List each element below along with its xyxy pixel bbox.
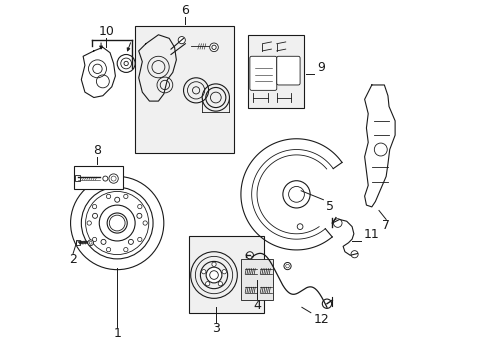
Circle shape	[209, 43, 218, 51]
Bar	[135, 26, 233, 153]
Circle shape	[205, 282, 209, 286]
Circle shape	[115, 197, 120, 202]
Text: 12: 12	[313, 312, 329, 326]
Circle shape	[350, 251, 357, 258]
Circle shape	[246, 252, 253, 259]
Bar	[241, 259, 273, 300]
Bar	[76, 240, 80, 245]
Circle shape	[117, 54, 135, 72]
Bar	[188, 235, 264, 313]
Circle shape	[322, 299, 331, 309]
Bar	[74, 166, 122, 189]
Circle shape	[92, 213, 97, 219]
Text: 8: 8	[93, 144, 102, 157]
Circle shape	[142, 221, 147, 225]
Text: 4: 4	[253, 299, 261, 312]
Text: 1: 1	[113, 327, 121, 340]
FancyBboxPatch shape	[249, 56, 276, 90]
FancyBboxPatch shape	[276, 56, 300, 85]
Text: 7: 7	[381, 219, 389, 233]
Circle shape	[206, 267, 222, 283]
Circle shape	[87, 221, 91, 225]
Bar	[75, 175, 80, 181]
Circle shape	[106, 247, 110, 252]
Circle shape	[123, 194, 128, 199]
Text: 3: 3	[211, 321, 219, 334]
Circle shape	[123, 247, 128, 252]
Circle shape	[222, 270, 226, 274]
Circle shape	[333, 219, 341, 227]
Text: 6: 6	[181, 4, 189, 17]
Text: 9: 9	[317, 61, 325, 74]
Text: 10: 10	[98, 26, 114, 39]
Circle shape	[218, 282, 222, 286]
Circle shape	[128, 239, 133, 244]
Text: 2: 2	[69, 253, 77, 266]
Circle shape	[109, 174, 118, 183]
Circle shape	[138, 237, 142, 242]
Circle shape	[137, 213, 142, 219]
Circle shape	[92, 237, 97, 242]
Circle shape	[106, 194, 110, 199]
Circle shape	[284, 262, 290, 270]
Text: 5: 5	[325, 200, 334, 213]
Circle shape	[88, 240, 93, 246]
Circle shape	[101, 239, 106, 244]
Circle shape	[138, 204, 142, 209]
Circle shape	[211, 262, 216, 266]
Circle shape	[201, 270, 205, 274]
Circle shape	[178, 37, 185, 44]
Circle shape	[107, 213, 127, 233]
Circle shape	[102, 176, 108, 181]
Circle shape	[92, 204, 97, 209]
Text: 11: 11	[363, 228, 379, 241]
Bar	[247, 35, 303, 108]
Circle shape	[297, 224, 303, 229]
